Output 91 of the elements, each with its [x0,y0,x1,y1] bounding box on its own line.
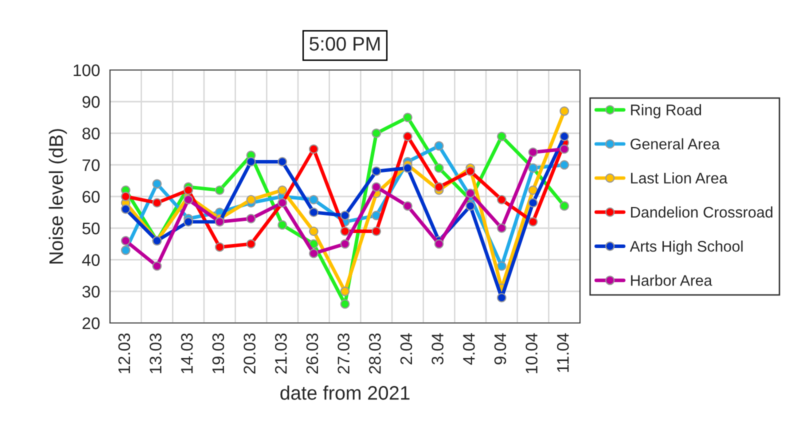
point [308,208,318,218]
x-tick-label: 3.04 [432,333,444,365]
point [496,132,506,142]
x-axis-title: date from 2021 [280,386,410,400]
point [466,201,476,211]
point [120,246,130,255]
point [466,188,476,198]
point [496,261,506,271]
x-tick-label: 20.03 [244,333,256,374]
legend-label: Ring Road [631,104,702,118]
x-tick-label: 21.03 [275,333,287,374]
x-tick-label: 11.04 [557,333,569,372]
point [120,192,130,202]
point [466,166,476,176]
point [528,198,538,208]
legend-label: Last Lion Area [631,172,728,184]
point [434,182,444,192]
point [278,156,288,166]
x-tick-label: 13.03 [150,333,162,374]
point [120,204,130,214]
y-tick-label: 90 [82,96,100,108]
x-tick-label: 10.04 [526,333,538,374]
y-tick-label: 100 [74,64,100,76]
y-tick-label: 30 [82,286,100,298]
point [560,160,570,170]
point [152,179,162,189]
point [308,226,318,236]
point [214,242,224,252]
point [246,214,256,224]
point [496,194,506,204]
legend-label: General Area [630,138,720,150]
x-tick-label: 4.04 [463,333,475,365]
x-tick-label: 27.03 [338,333,350,374]
point [340,286,350,296]
point [184,185,194,195]
y-tick-label: 40 [82,254,100,266]
legend-label: Arts High School [630,240,743,255]
point [184,194,194,204]
x-tick-label: 26.03 [306,333,318,374]
point [214,185,224,195]
point [372,226,382,236]
point [278,185,288,195]
point [152,198,162,208]
point [560,201,570,211]
point [402,132,412,142]
point [184,217,194,227]
point [372,166,382,176]
point [308,144,318,154]
point [402,112,412,122]
point [528,185,538,195]
x-tick-label: 9.04 [494,333,506,364]
point [152,261,162,271]
point [434,239,444,249]
point [434,141,444,151]
point [246,194,256,204]
chart-title: 5:00 PM [310,36,380,51]
point [340,239,350,249]
x-tick-label: 14.03 [181,333,193,374]
x-tick-label: 12.03 [118,333,130,374]
point [372,182,382,192]
point [560,106,570,116]
point [496,292,506,302]
point [560,132,570,142]
point [246,239,256,249]
y-axis-title: Noise level (dB) [48,129,67,264]
point [528,217,538,227]
point [340,210,350,220]
point [528,148,538,157]
legend-label: Dandelion Crossroad [631,206,772,218]
point [308,194,318,204]
x-tick-label: 19.03 [212,333,224,374]
point [372,128,382,138]
y-tick-label: 70 [82,159,100,172]
y-tick-label: 50 [82,222,100,234]
point [308,248,318,258]
point [340,299,350,309]
point [340,226,350,236]
point [560,144,570,154]
point [246,156,256,166]
legend-label: Harbor Area [631,274,712,286]
x-tick-label: 28.03 [369,333,381,374]
y-tick-label: 80 [82,128,100,140]
point [120,236,130,246]
y-tick-label: 20 [82,317,100,330]
point [402,163,412,173]
point [402,201,412,211]
x-tick-label: 2.04 [400,333,412,364]
point [278,220,288,230]
point [434,163,444,173]
point [496,223,506,233]
y-tick-label: 60 [82,190,100,203]
